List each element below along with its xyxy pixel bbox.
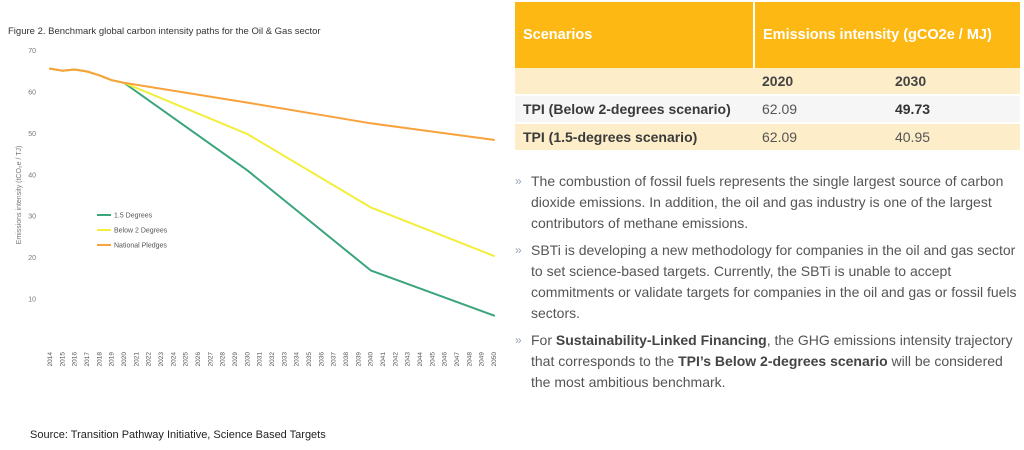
series-line (49, 67, 495, 141)
row-value-2020: 62.09 (754, 95, 887, 124)
x-tick-label: 2042 (392, 352, 399, 367)
bullet-list: » The combustion of fossil fuels represe… (515, 171, 1020, 399)
x-tick-label: 2044 (417, 352, 424, 367)
x-tick-label: 2045 (429, 352, 436, 367)
x-tick-label: 2041 (380, 352, 387, 367)
x-tick-label: 2038 (343, 352, 350, 367)
table-years-row: 2020 2030 (515, 68, 1020, 96)
year-2020: 2020 (754, 68, 887, 96)
bullet-text-pre: For (531, 332, 556, 348)
x-tick-label: 2036 (318, 352, 325, 367)
bullet-text-bold: Sustainability-Linked Financing (555, 332, 767, 348)
x-tick-label: 2050 (491, 352, 498, 367)
bullet-text: SBTi is developing a new methodology for… (531, 242, 1017, 321)
bullet-item: » For Sustainability-Linked Financing, t… (515, 330, 1020, 393)
x-tick-label: 2027 (207, 352, 214, 367)
y-tick-label: 70 (28, 48, 36, 55)
table-row: TPI (1.5-degrees scenario) 62.09 40.95 (515, 123, 1020, 152)
x-tick-label: 2030 (244, 352, 251, 367)
row-name: TPI (Below 2-degrees scenario) (515, 95, 754, 124)
legend-label: National Pledges (114, 243, 167, 250)
y-axis-label: Emissions intensity (tCO₂e / TJ) (16, 146, 23, 245)
x-tick-label: 2034 (294, 352, 301, 367)
series-line (49, 67, 495, 317)
bullet-item: » The combustion of fossil fuels represe… (515, 171, 1020, 234)
x-tick-label: 2014 (47, 352, 54, 367)
row-name: TPI (1.5-degrees scenario) (515, 123, 754, 152)
row-value-2020: 62.09 (754, 123, 887, 152)
x-tick-label: 2029 (232, 352, 239, 367)
bullet-text-bold: TPI’s Below 2-degrees scenario (678, 353, 888, 369)
x-tick-label: 2028 (220, 352, 227, 367)
bullet-item: » SBTi is developing a new methodology f… (515, 240, 1020, 324)
figure-title: Figure 2. Benchmark global carbon intens… (8, 26, 321, 37)
source-note: Source: Transition Pathway Initiative, S… (30, 429, 326, 441)
legend-label: Below 2 Degrees (114, 228, 168, 235)
x-tick-label: 2047 (454, 352, 461, 367)
scenarios-header: Scenarios (515, 2, 755, 68)
bullet-text: The combustion of fossil fuels represent… (531, 173, 1004, 231)
intensity-header: Emissions intensity (gCO2e / MJ) (754, 2, 1020, 68)
x-tick-label: 2023 (158, 352, 165, 367)
year-2030: 2030 (886, 68, 1020, 96)
table-row: TPI (Below 2-degrees scenario) 62.09 49.… (515, 95, 1020, 124)
chevron-right-icon: » (515, 243, 522, 257)
x-tick-label: 2035 (306, 352, 313, 367)
x-tick-label: 2039 (355, 352, 362, 367)
x-tick-label: 2049 (479, 352, 486, 367)
y-tick-label: 20 (28, 255, 36, 262)
benchmark-table: Scenarios Emissions intensity (gCO2e / M… (515, 2, 1020, 152)
x-tick-label: 2021 (133, 352, 140, 367)
x-tick-label: 2016 (72, 352, 79, 367)
x-tick-label: 2020 (121, 352, 128, 367)
x-tick-label: 2022 (146, 352, 153, 367)
bullet-text-post: will be considered the most ambitious be… (531, 353, 1003, 390)
x-tick-label: 2033 (281, 352, 288, 367)
chevron-right-icon: » (515, 174, 522, 188)
x-tick-label: 2037 (331, 352, 338, 367)
legend-label: 1.5 Degrees (114, 213, 153, 220)
x-tick-label: 2017 (84, 352, 91, 367)
x-tick-label: 2019 (109, 352, 116, 367)
x-tick-label: 2046 (442, 352, 449, 367)
row-value-2030: 49.73 (886, 95, 1020, 124)
x-tick-label: 2031 (257, 352, 264, 367)
x-tick-label: 2025 (183, 352, 190, 367)
years-empty-cell (515, 68, 754, 96)
x-tick-label: 2040 (368, 352, 375, 367)
x-tick-label: 2043 (405, 352, 412, 367)
y-tick-label: 60 (28, 89, 36, 96)
y-tick-label: 40 (28, 172, 36, 179)
row-value-2030: 40.95 (886, 123, 1020, 152)
chevron-right-icon: » (515, 333, 522, 347)
y-tick-label: 10 (28, 297, 36, 304)
x-tick-label: 2018 (96, 352, 103, 367)
bullet-text-mid: , the GHG emissions intensity trajectory… (531, 332, 1013, 369)
right-panel: Scenarios Emissions intensity (gCO2e / M… (515, 2, 1020, 390)
x-tick-label: 2048 (466, 352, 473, 367)
x-tick-label: 2026 (195, 352, 202, 367)
x-tick-label: 2024 (170, 352, 177, 367)
x-tick-label: 2015 (59, 352, 66, 367)
y-tick-label: 50 (28, 131, 36, 138)
table-header-row: Scenarios Emissions intensity (gCO2e / M… (515, 2, 1020, 68)
x-tick-label: 2032 (269, 352, 276, 367)
y-tick-label: 30 (28, 214, 36, 221)
chart-panel: Figure 2. Benchmark global carbon intens… (0, 0, 510, 441)
